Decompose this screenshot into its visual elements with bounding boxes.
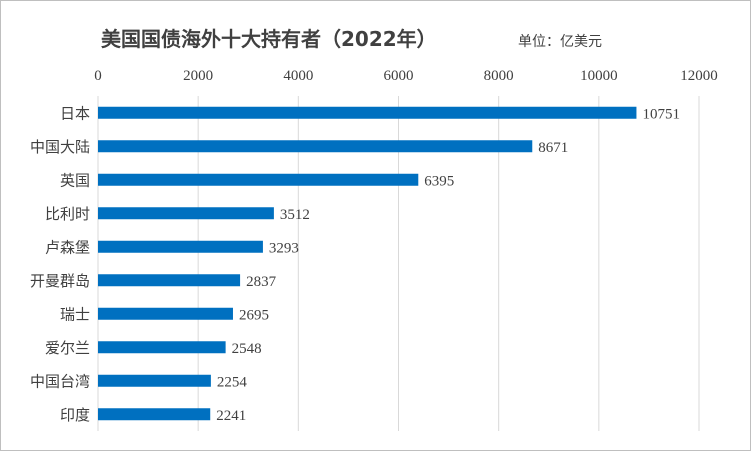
data-label: 2837 [246, 274, 277, 290]
bar [98, 106, 637, 119]
data-label: 2695 [239, 307, 269, 323]
data-label: 6395 [424, 173, 454, 189]
bar [98, 140, 533, 153]
x-tick-label: 8000 [484, 68, 514, 84]
category-label: 日本 [60, 104, 90, 122]
bar [98, 408, 211, 421]
data-label: 2548 [232, 341, 262, 357]
x-tick-label: 4000 [283, 68, 313, 84]
data-label: 3512 [280, 207, 310, 223]
bar [98, 374, 211, 387]
x-tick-label: 2000 [183, 68, 213, 84]
category-label: 中国大陆 [30, 138, 90, 156]
category-label: 爱尔兰 [45, 339, 90, 357]
category-label: 卢森堡 [45, 238, 90, 256]
bar [98, 307, 233, 320]
chart-title: 美国国债海外十大持有者（2022年） [101, 27, 437, 51]
category-label: 开曼群岛 [30, 272, 90, 290]
x-tick-label: 10000 [580, 68, 618, 84]
bar [98, 173, 419, 186]
bar [98, 341, 226, 354]
chart-unit-label: 单位：亿美元 [518, 34, 602, 50]
x-tick-label: 12000 [680, 68, 718, 84]
bar [98, 274, 241, 287]
category-label: 比利时 [45, 205, 90, 223]
category-label: 瑞士 [60, 305, 90, 323]
data-label: 10751 [642, 106, 680, 122]
category-label: 英国 [60, 171, 90, 189]
category-label: 印度 [60, 406, 90, 424]
x-tick-label: 0 [94, 68, 102, 84]
bar [98, 240, 263, 253]
data-label: 3293 [269, 240, 299, 256]
data-label: 2254 [217, 374, 248, 390]
x-tick-label: 6000 [384, 68, 414, 84]
data-label: 2241 [216, 408, 246, 424]
category-label: 中国台湾 [30, 372, 90, 390]
data-label: 8671 [538, 140, 568, 156]
bar [98, 207, 274, 220]
